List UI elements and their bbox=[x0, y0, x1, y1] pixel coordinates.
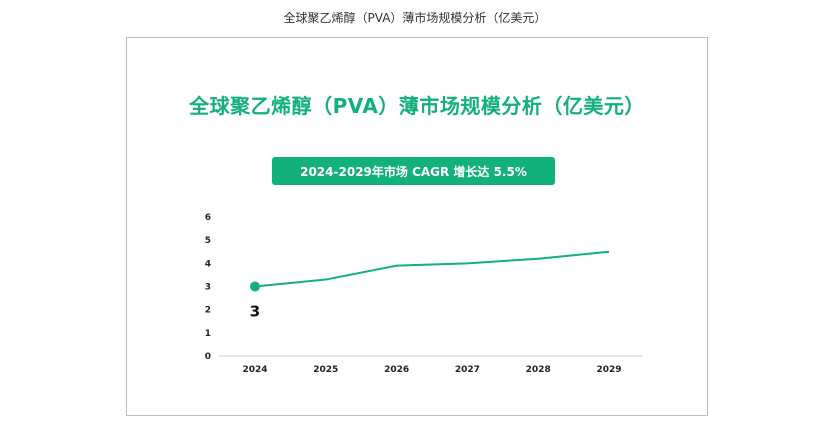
chart-title: 全球聚乙烯醇（PVA）薄市场规模分析（亿美元） bbox=[189, 94, 645, 118]
x-tick-label-2029: 2029 bbox=[596, 365, 621, 375]
y-tick-label-4: 4 bbox=[205, 259, 211, 269]
x-tick-label-2026: 2026 bbox=[384, 365, 409, 375]
y-tick-label-2: 2 bbox=[205, 306, 211, 316]
page-caption: 全球聚乙烯醇（PVA）薄市场规模分析（亿美元） bbox=[283, 11, 547, 25]
chart-frame: 全球聚乙烯醇（PVA）薄市场规模分析（亿美元） 2024-2029年市场 CAG… bbox=[126, 37, 708, 416]
series-line-0 bbox=[254, 250, 610, 288]
y-tick-label-0: 0 bbox=[205, 352, 211, 362]
y-tick-label-3: 3 bbox=[205, 283, 211, 293]
data-label-2024: 3 bbox=[250, 303, 260, 321]
y-tick-label-6: 6 bbox=[205, 213, 211, 223]
y-tick-label-1: 1 bbox=[205, 329, 211, 339]
x-tick-label-2025: 2025 bbox=[313, 365, 338, 375]
line-chart: 0 1 2 3 4 5 6 2024 2025 2026 2027 2028 2029 3 bbox=[205, 213, 643, 375]
cagr-badge: 2024-2029年市场 CAGR 增长达 5.5% bbox=[272, 157, 555, 185]
data-point-2024 bbox=[250, 281, 260, 292]
y-tick-label-5: 5 bbox=[205, 236, 211, 246]
x-tick-label-2024: 2024 bbox=[242, 365, 267, 375]
x-tick-label-2028: 2028 bbox=[526, 365, 551, 375]
x-tick-label-2027: 2027 bbox=[455, 365, 480, 375]
